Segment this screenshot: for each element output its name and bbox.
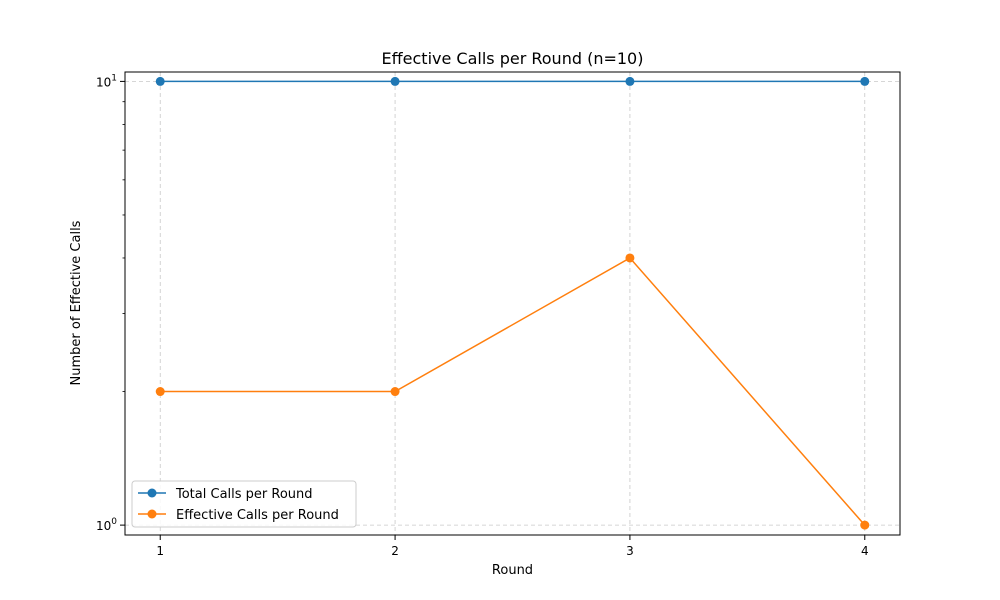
grid-layer <box>125 72 900 535</box>
x-tick-label: 3 <box>626 544 634 558</box>
legend-label: Effective Calls per Round <box>176 508 339 523</box>
axis-layer: 1 2 3 4 100 101 <box>96 73 869 558</box>
legend-label: Total Calls per Round <box>175 487 313 502</box>
legend-marker <box>147 488 157 498</box>
x-axis-label: Round <box>492 563 533 578</box>
series-2-point <box>155 387 165 397</box>
chart-title: Effective Calls per Round (n=10) <box>382 49 644 68</box>
series-1-point <box>860 76 870 86</box>
plot-frame <box>124 71 901 536</box>
series-1-point <box>625 76 635 86</box>
y-tick-label: 101 <box>96 73 117 89</box>
legend-marker <box>147 509 157 519</box>
series-line-2 <box>160 257 866 526</box>
series-layer <box>155 76 870 530</box>
series-1-point <box>155 76 165 86</box>
series-1-point <box>390 76 400 86</box>
y-tick-label: 100 <box>96 517 117 533</box>
legend: Total Calls per Round Effective Calls per… <box>131 480 357 528</box>
series-2-point <box>625 253 635 263</box>
y-axis-label: Number of Effective Calls <box>69 220 84 385</box>
series-2-point <box>390 387 400 397</box>
legend-box <box>131 480 357 528</box>
x-tick-label: 4 <box>861 544 869 558</box>
series-2-point <box>860 520 870 530</box>
x-tick-label: 1 <box>156 544 164 558</box>
x-tick-label: 2 <box>391 544 399 558</box>
